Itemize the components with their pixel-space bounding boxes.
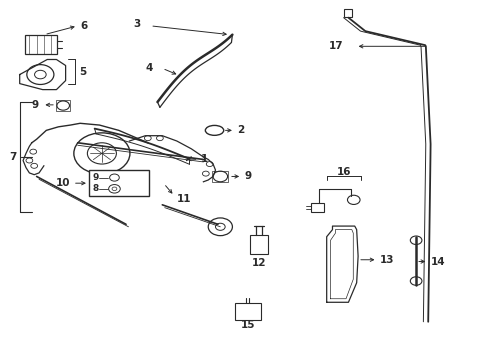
- Text: 13: 13: [379, 255, 393, 265]
- Text: 10: 10: [56, 178, 70, 188]
- Bar: [250, 235, 267, 255]
- Text: 15: 15: [240, 320, 255, 330]
- Text: 9: 9: [32, 100, 39, 110]
- Bar: [343, 9, 351, 17]
- Bar: [212, 171, 227, 183]
- Text: 1: 1: [201, 154, 208, 165]
- Text: 14: 14: [430, 257, 445, 266]
- Text: 8: 8: [92, 184, 98, 193]
- Text: 12: 12: [251, 258, 265, 268]
- Text: 2: 2: [237, 125, 244, 135]
- Text: 9: 9: [92, 173, 99, 182]
- Text: 16: 16: [336, 167, 350, 177]
- Text: 11: 11: [177, 194, 191, 204]
- Text: 17: 17: [328, 41, 343, 51]
- Bar: [89, 170, 149, 196]
- Bar: [56, 100, 70, 111]
- Text: 5: 5: [79, 67, 86, 77]
- Bar: [310, 203, 323, 212]
- Text: 6: 6: [80, 21, 87, 31]
- Bar: [24, 35, 57, 54]
- Text: 7: 7: [9, 152, 16, 162]
- Text: 3: 3: [133, 19, 140, 29]
- Text: 4: 4: [145, 63, 152, 73]
- Bar: [234, 303, 261, 320]
- Text: 9: 9: [244, 171, 251, 181]
